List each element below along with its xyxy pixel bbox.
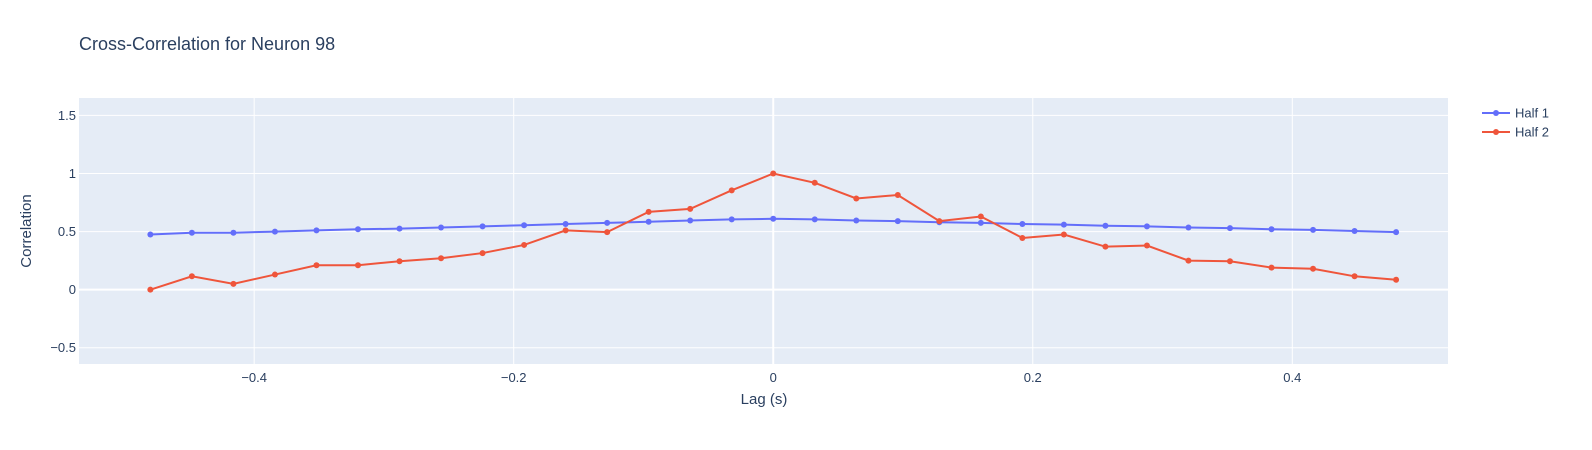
data-point bbox=[188, 229, 195, 236]
legend[interactable]: Half 1 Half 2 bbox=[1482, 106, 1549, 140]
x-tick-label: 0.2 bbox=[1024, 370, 1042, 385]
data-point bbox=[1102, 222, 1109, 229]
data-point bbox=[396, 225, 403, 232]
data-point bbox=[313, 262, 320, 269]
data-point bbox=[1143, 223, 1150, 230]
data-point bbox=[770, 170, 777, 177]
data-point bbox=[645, 208, 652, 215]
legend-item[interactable]: Half 1 bbox=[1482, 106, 1549, 121]
data-point bbox=[188, 273, 195, 280]
data-point bbox=[687, 217, 694, 224]
legend-label: Half 2 bbox=[1515, 125, 1549, 140]
x-tick-label: −0.2 bbox=[501, 370, 527, 385]
legend-marker-icon bbox=[1493, 129, 1499, 135]
data-point bbox=[936, 218, 943, 225]
data-point bbox=[728, 187, 735, 194]
data-point bbox=[1351, 273, 1358, 280]
y-tick-label: 0.5 bbox=[58, 224, 76, 239]
data-point bbox=[728, 216, 735, 223]
series-half-1 bbox=[147, 215, 1400, 238]
series-half-2 bbox=[147, 170, 1400, 293]
data-point bbox=[271, 228, 278, 235]
data-point bbox=[1060, 231, 1067, 238]
data-point bbox=[230, 229, 237, 236]
data-point bbox=[562, 227, 569, 234]
data-point bbox=[271, 271, 278, 278]
data-point bbox=[147, 231, 154, 238]
data-point bbox=[645, 218, 652, 225]
data-point bbox=[396, 258, 403, 265]
y-tick-label: −0.5 bbox=[50, 340, 76, 355]
data-point bbox=[853, 195, 860, 202]
data-point bbox=[770, 215, 777, 222]
data-point bbox=[521, 241, 528, 248]
x-tick-label: 0.4 bbox=[1283, 370, 1301, 385]
data-point bbox=[604, 229, 611, 236]
data-point bbox=[977, 219, 984, 226]
legend-item[interactable]: Half 2 bbox=[1482, 125, 1549, 140]
chart-title: Cross-Correlation for Neuron 98 bbox=[79, 34, 335, 54]
data-point bbox=[521, 222, 528, 229]
data-point bbox=[1019, 234, 1026, 241]
y-tick-label: 0 bbox=[69, 282, 76, 297]
data-point bbox=[977, 213, 984, 220]
data-point bbox=[687, 205, 694, 212]
tick-labels: −0.4 −0.2 0 0.2 0.4 −0.5 0 0.5 1 1.5 bbox=[50, 108, 1301, 385]
data-point bbox=[562, 221, 569, 228]
data-point bbox=[894, 218, 901, 225]
data-point bbox=[147, 286, 154, 293]
x-tick-label: −0.4 bbox=[241, 370, 267, 385]
data-point bbox=[811, 179, 818, 186]
y-axis-title: Correlation bbox=[18, 194, 35, 267]
data-point bbox=[894, 191, 901, 198]
data-point bbox=[438, 255, 445, 262]
data-point bbox=[1268, 226, 1275, 233]
data-point bbox=[1393, 276, 1400, 283]
data-point bbox=[811, 216, 818, 223]
x-axis-title: Lag (s) bbox=[741, 391, 788, 408]
data-point bbox=[1310, 265, 1317, 272]
legend-label: Half 1 bbox=[1515, 106, 1549, 121]
data-point bbox=[313, 227, 320, 234]
data-point bbox=[438, 224, 445, 231]
series-layer bbox=[147, 170, 1400, 293]
data-point bbox=[1185, 257, 1192, 264]
data-point bbox=[1268, 264, 1275, 271]
data-point bbox=[1060, 221, 1067, 228]
data-point bbox=[1226, 258, 1233, 265]
y-tick-label: 1 bbox=[69, 166, 76, 181]
data-point bbox=[1143, 242, 1150, 249]
data-point bbox=[479, 250, 486, 257]
data-point bbox=[1102, 243, 1109, 250]
data-point bbox=[604, 219, 611, 226]
data-point bbox=[1351, 228, 1358, 234]
data-point bbox=[1393, 229, 1400, 236]
legend-marker-icon bbox=[1493, 110, 1499, 116]
data-point bbox=[1185, 224, 1192, 231]
data-point bbox=[230, 280, 237, 287]
data-point bbox=[354, 262, 361, 269]
data-point bbox=[1310, 226, 1317, 233]
x-tick-label: 0 bbox=[770, 370, 777, 385]
data-point bbox=[1019, 221, 1026, 228]
data-point bbox=[1226, 225, 1233, 232]
y-tick-label: 1.5 bbox=[58, 108, 76, 123]
data-point bbox=[479, 223, 486, 230]
data-point bbox=[853, 217, 860, 224]
data-point bbox=[354, 226, 361, 233]
